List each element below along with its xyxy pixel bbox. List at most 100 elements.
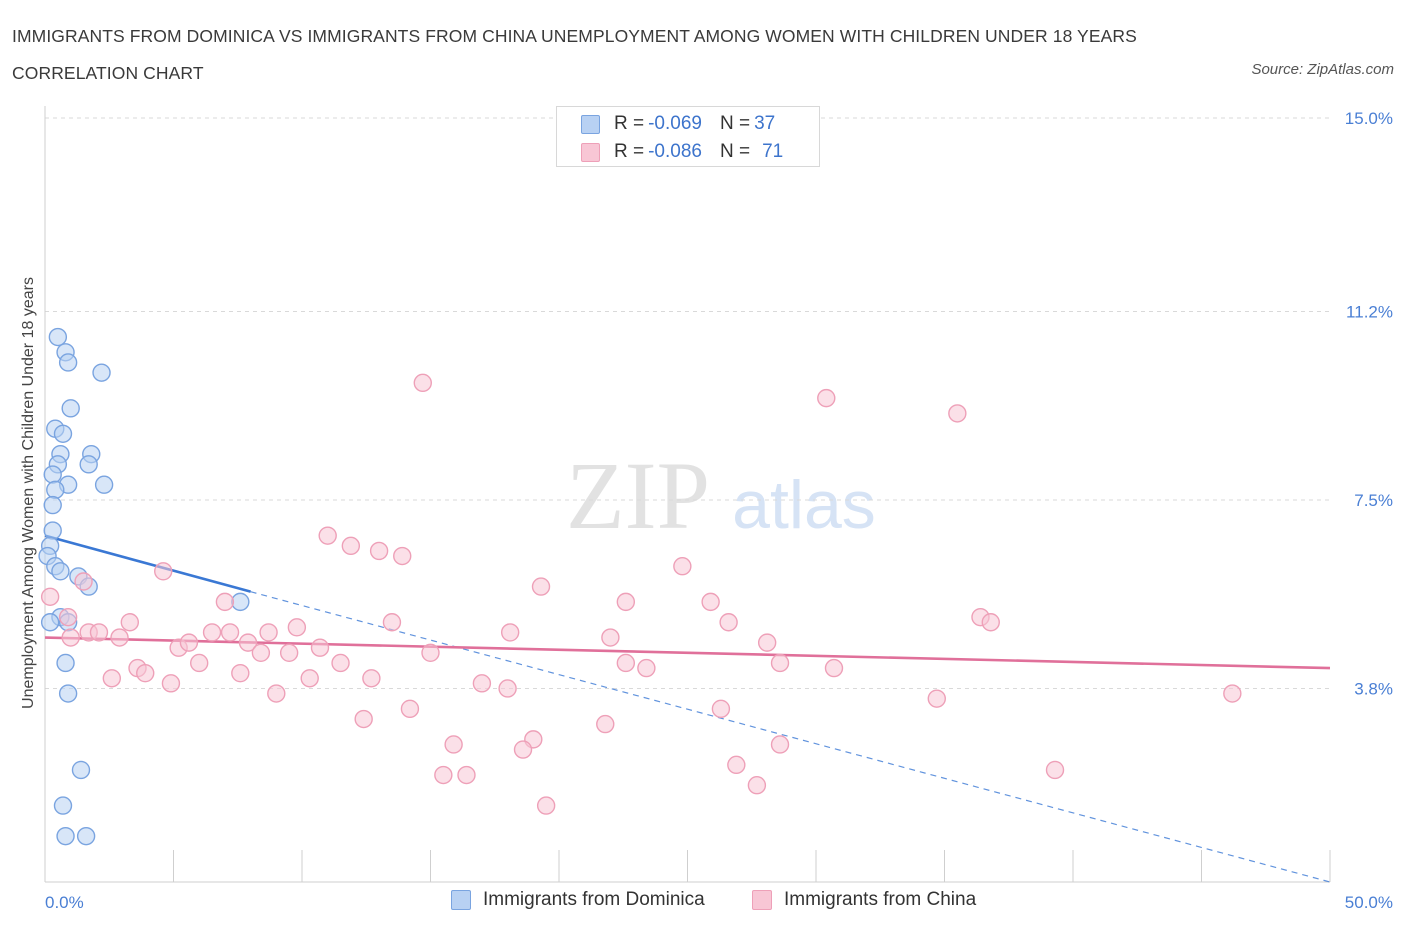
- china-point: [136, 663, 155, 683]
- y-tick-label: 11.2%: [1346, 303, 1393, 322]
- legend-swatch-china: [752, 890, 772, 910]
- china-point: [362, 669, 381, 688]
- china-point: [817, 388, 836, 408]
- axes: [44, 106, 1331, 883]
- china-point: [369, 541, 389, 561]
- tick-labels: 3.8% 7.5% 11.2% 15.0% 0.0% 50.0%: [45, 109, 1393, 912]
- china-point: [310, 638, 330, 657]
- x-tick-label-min: 0.0%: [45, 893, 84, 912]
- legend-n-value: 71: [762, 141, 784, 162]
- dominica-point: [71, 760, 91, 780]
- stats-legend: R = -0.069 N = 37 R = -0.086 N = 71: [556, 106, 820, 167]
- china-point: [727, 755, 746, 775]
- dominica-point: [51, 562, 70, 581]
- legend-r-value: -0.069: [648, 113, 702, 134]
- dominica-trend-line: [44, 534, 251, 593]
- legend-n-value: 37: [754, 113, 776, 134]
- china-point: [179, 633, 199, 652]
- china-point: [161, 674, 181, 693]
- legend-n-label: N =: [719, 141, 751, 162]
- watermark-atlas: atlas: [732, 467, 876, 543]
- china-point: [601, 628, 620, 647]
- china-point: [948, 404, 967, 423]
- legend-swatch-dominica: [581, 114, 600, 134]
- dominica-point: [53, 796, 73, 815]
- china-point: [231, 663, 250, 683]
- trend-lines: [44, 534, 1331, 883]
- china-point: [267, 684, 286, 703]
- legend-row-dominica: R = -0.069 N = 37: [581, 111, 775, 137]
- china-point: [120, 613, 140, 632]
- legend-r-label: R =: [614, 113, 645, 134]
- china-point: [513, 740, 533, 759]
- legend-swatch-china: [581, 142, 600, 162]
- china-point: [102, 669, 122, 688]
- legend-label-china: Immigrants from China: [784, 889, 977, 910]
- china-point: [747, 776, 767, 795]
- china-point: [89, 623, 109, 642]
- china-point: [472, 674, 492, 693]
- china-point: [215, 592, 235, 612]
- china-point: [341, 536, 361, 556]
- y-tick-label: 3.8%: [1354, 679, 1393, 698]
- china-point: [58, 607, 78, 627]
- china-point: [616, 592, 636, 612]
- legend-row-china: R = -0.086 N = 71: [581, 139, 783, 165]
- china-point: [220, 623, 240, 642]
- china-point: [770, 735, 790, 754]
- china-point: [719, 613, 738, 632]
- dominica-point: [231, 592, 250, 612]
- dominica-point: [56, 653, 75, 673]
- china-point: [457, 765, 476, 785]
- china-point: [238, 633, 258, 652]
- legend-item-dominica[interactable]: Immigrants from Dominica: [451, 889, 705, 911]
- china-point: [287, 618, 307, 637]
- dominica-point: [79, 455, 98, 474]
- china-point: [331, 653, 350, 673]
- dominica-trend-extension: [250, 591, 1331, 883]
- dominica-point: [40, 613, 60, 632]
- china-point: [498, 679, 517, 698]
- china-point: [757, 633, 777, 652]
- dominica-point: [53, 424, 73, 443]
- china-point: [74, 572, 93, 591]
- china-point: [531, 577, 551, 596]
- china-point: [421, 643, 440, 662]
- china-point: [413, 373, 432, 393]
- china-point: [110, 628, 129, 647]
- china-point: [40, 587, 60, 606]
- china-point: [770, 653, 790, 673]
- china-point: [981, 613, 1000, 632]
- china-point: [434, 765, 453, 785]
- dominica-point: [58, 684, 78, 703]
- chart-title: IMMIGRANTS FROM DOMINICA VS IMMIGRANTS F…: [12, 26, 1137, 83]
- data-points: [38, 327, 1242, 846]
- series-legend: Immigrants from Dominica Immigrants from…: [0, 889, 1406, 915]
- source-label: Source: ZipAtlas.com: [1251, 61, 1394, 78]
- china-point: [444, 735, 463, 754]
- china-point: [596, 714, 615, 734]
- china-point: [637, 658, 656, 678]
- dominica-point: [43, 465, 62, 484]
- dominica-point: [94, 475, 114, 494]
- dominica-point: [43, 495, 62, 515]
- legend-label-dominica: Immigrants from Dominica: [483, 889, 705, 910]
- dominica-point: [43, 521, 62, 540]
- china-point: [251, 643, 271, 662]
- china-point: [927, 689, 946, 708]
- china-point: [393, 546, 412, 566]
- china-point: [536, 796, 556, 815]
- china-point: [61, 628, 80, 647]
- dominica-point: [46, 480, 65, 500]
- legend-n-label: N =: [719, 113, 751, 134]
- china-point: [202, 623, 222, 642]
- china-point: [400, 699, 420, 719]
- china-point: [616, 653, 636, 673]
- china-point: [154, 562, 173, 581]
- legend-item-china[interactable]: Immigrants from China: [752, 889, 976, 911]
- dominica-point: [56, 826, 75, 846]
- china-point: [318, 526, 337, 545]
- china-point: [824, 658, 844, 678]
- dominica-point: [61, 399, 80, 418]
- china-point: [711, 699, 731, 719]
